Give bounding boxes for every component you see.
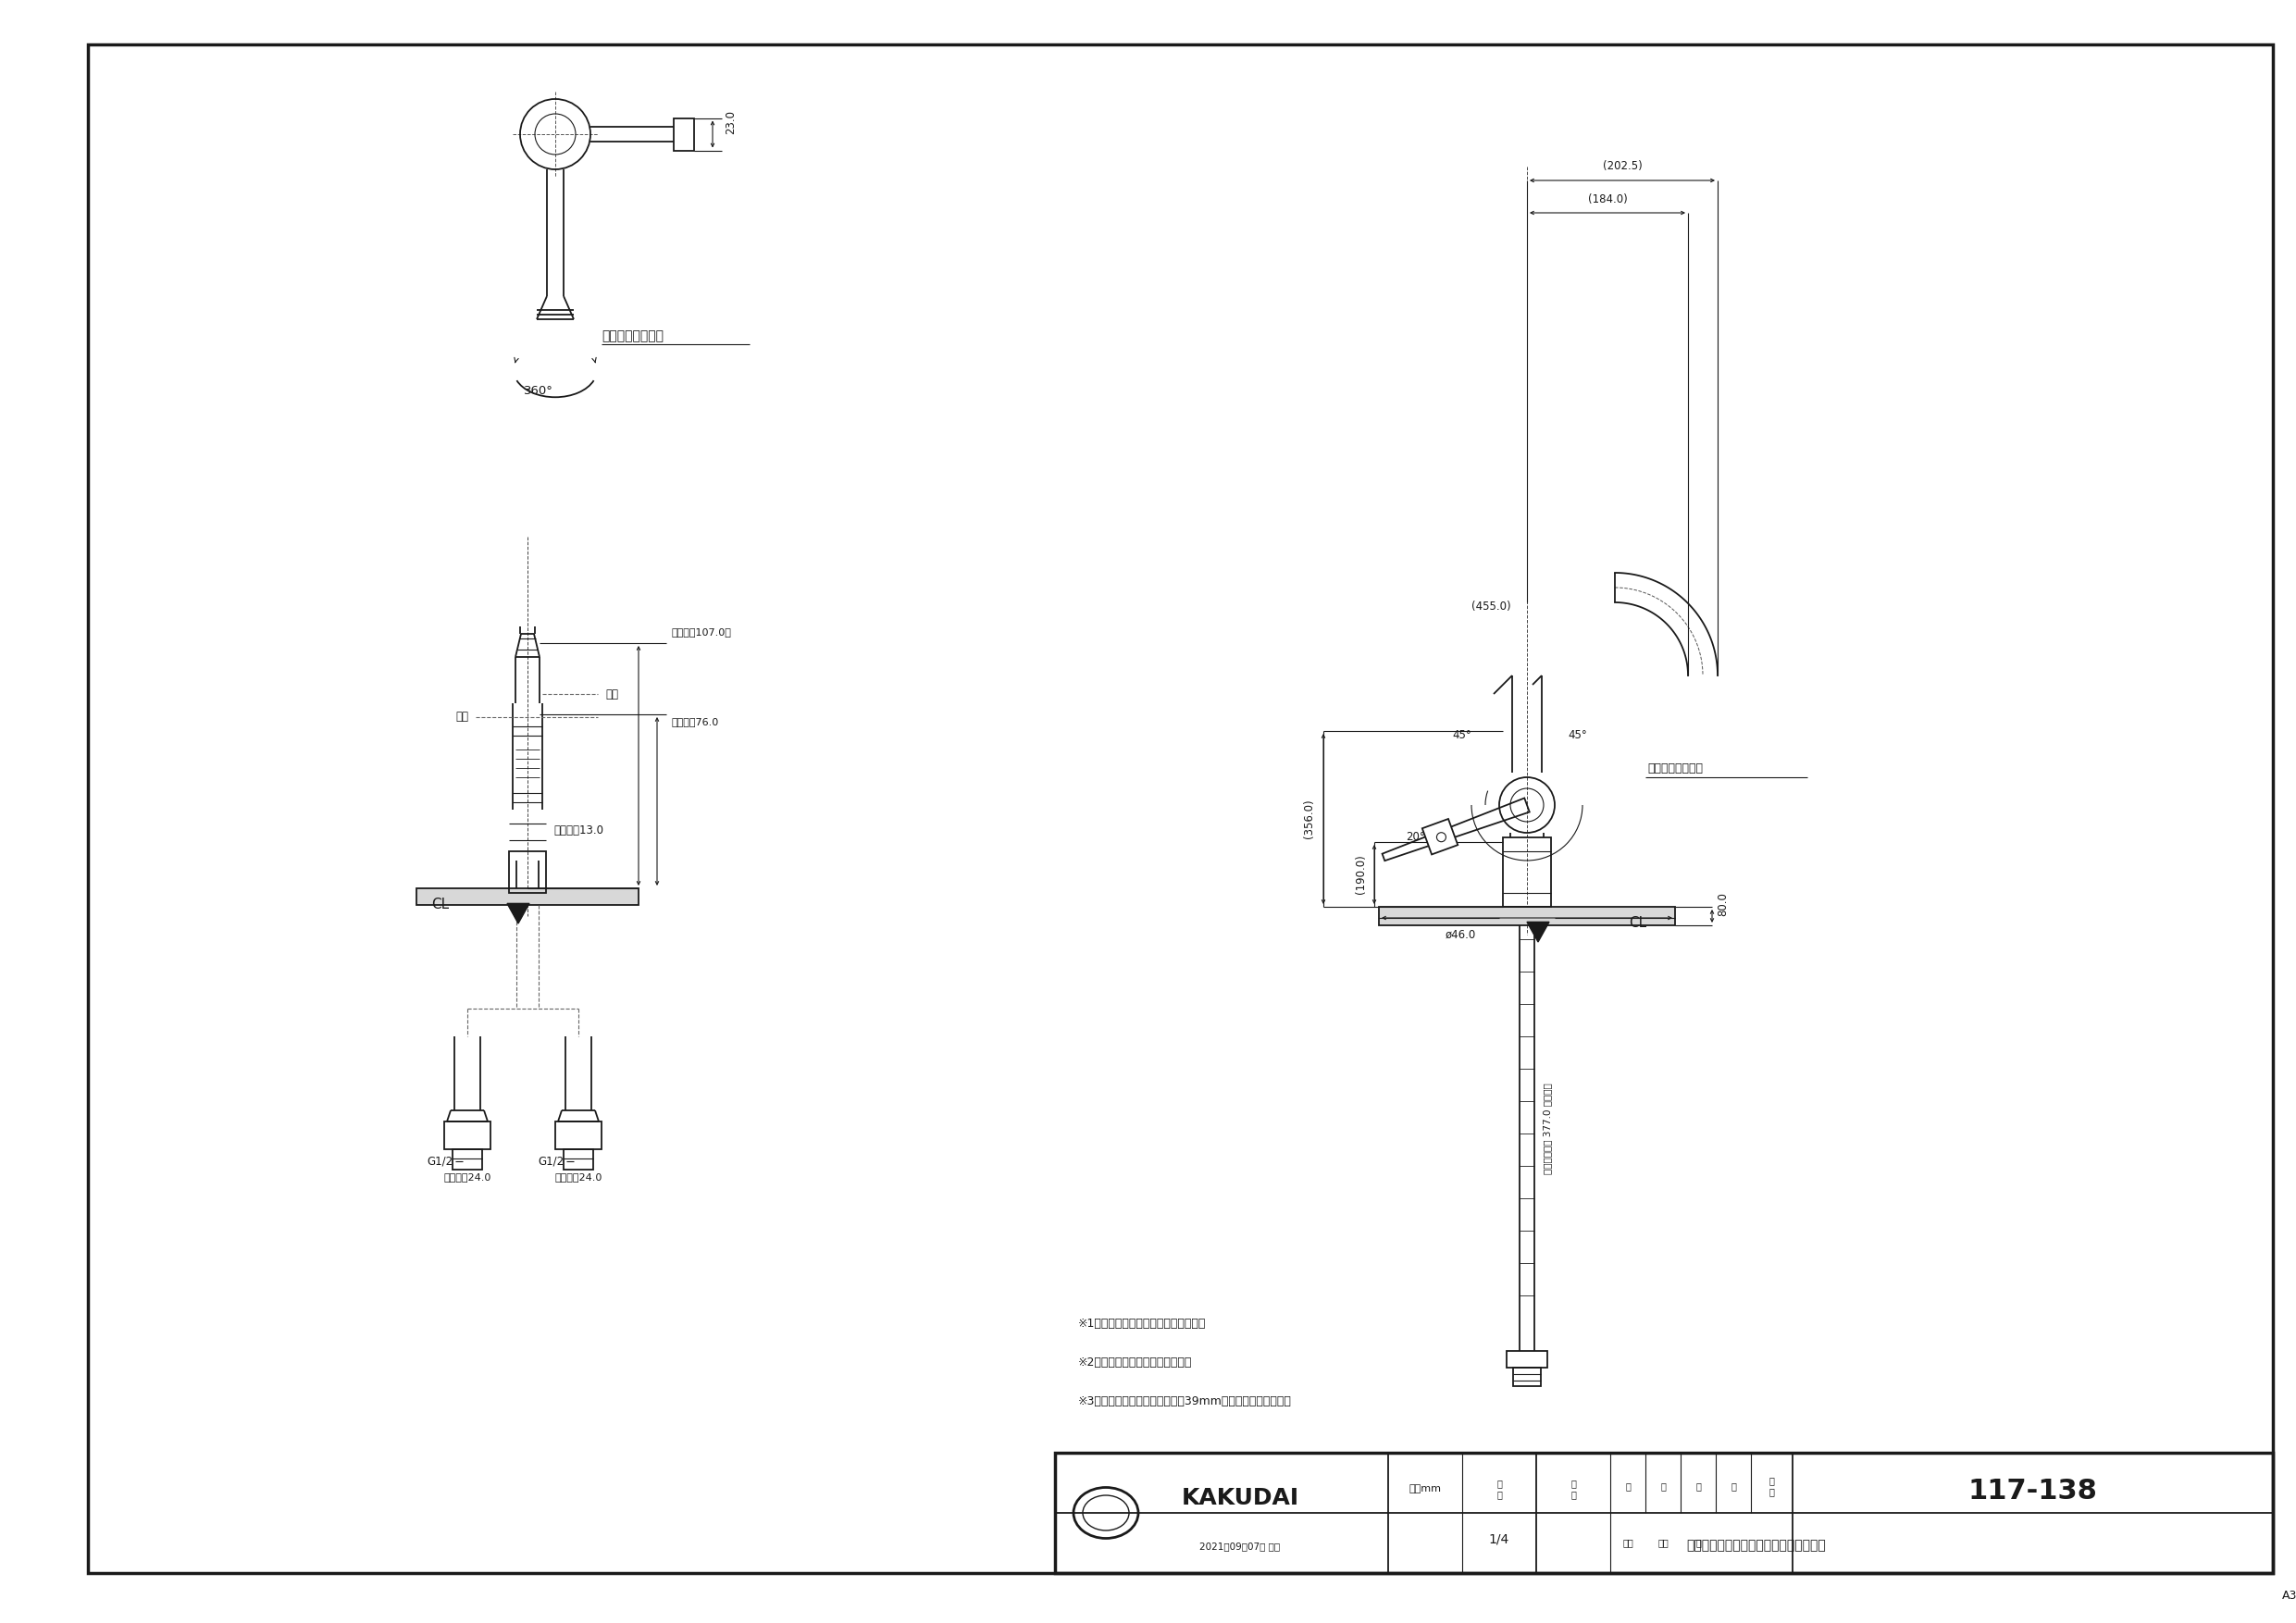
Bar [1054, 1453, 2273, 1573]
Text: 六角対辺24.0: 六角対辺24.0 [443, 1172, 491, 1182]
Text: 2021年09月07日 作成: 2021年09月07日 作成 [1201, 1542, 1281, 1552]
Text: 360°: 360° [523, 385, 553, 396]
Text: 止水: 止水 [455, 711, 468, 724]
Bar [556, 1121, 602, 1149]
Text: 図: 図 [1660, 1482, 1665, 1492]
Text: （取付穴上り 377.0 直管部）: （取付穴上り 377.0 直管部） [1543, 1083, 1552, 1175]
Bar [510, 852, 546, 893]
Bar [416, 888, 638, 906]
Text: ※3　ブレードホースは曲げ半兤39mm以上を確保すること。: ※3 ブレードホースは曲げ半兤39mm以上を確保すること。 [1079, 1394, 1293, 1407]
Text: (356.0): (356.0) [1304, 799, 1316, 839]
Text: 1/4: 1/4 [1488, 1532, 1508, 1545]
Bar [673, 118, 693, 151]
Text: シングルレバー混合栓（シャワーつき）: シングルレバー混合栓（シャワーつき） [1688, 1539, 1825, 1552]
Bar [443, 1121, 491, 1149]
Text: 承: 承 [1731, 1482, 1736, 1492]
Text: G1/2: G1/2 [427, 1156, 455, 1167]
Text: 単位mm: 単位mm [1410, 1483, 1442, 1493]
Text: (455.0): (455.0) [1472, 601, 1511, 612]
Bar [452, 1149, 482, 1170]
Text: KAKUDAI: KAKUDAI [1180, 1487, 1300, 1509]
Text: G1/2: G1/2 [540, 1156, 565, 1167]
Text: 20°: 20° [1407, 831, 1426, 844]
Bar [1504, 837, 1552, 907]
Text: 寒川: 寒川 [1658, 1539, 1669, 1548]
Text: 止水時　76.0: 止水時 76.0 [670, 717, 719, 727]
Text: 岩藤: 岩藤 [1623, 1539, 1632, 1548]
Text: 検: 検 [1694, 1482, 1701, 1492]
Text: 117-138: 117-138 [1968, 1479, 2099, 1505]
Text: 尺
度: 尺 度 [1497, 1479, 1502, 1498]
Text: 祝: 祝 [1694, 1539, 1701, 1548]
Text: (190.0): (190.0) [1355, 855, 1366, 894]
Bar [1506, 1350, 1548, 1368]
Text: 45°: 45° [1453, 730, 1472, 742]
Text: (202.5): (202.5) [1603, 161, 1642, 172]
Text: ※1　（　）内寸法は参考寸法である。: ※1 （ ）内寸法は参考寸法である。 [1079, 1318, 1205, 1329]
Text: ハンドル回転角度: ハンドル回転角度 [1646, 761, 1704, 774]
Text: (184.0): (184.0) [1589, 193, 1628, 204]
Text: 品
番: 品 番 [1768, 1477, 1775, 1496]
Text: スパウト回転角度: スパウト回転角度 [602, 329, 664, 342]
Text: 六角対辺13.0: 六角対辺13.0 [553, 824, 604, 836]
Text: 製: 製 [1626, 1482, 1630, 1492]
Bar [1380, 907, 1676, 925]
Text: ø46.0: ø46.0 [1444, 928, 1476, 941]
Text: （全開時107.0）: （全開時107.0） [670, 628, 730, 636]
Polygon shape [1421, 820, 1458, 854]
Text: 23.0: 23.0 [726, 110, 737, 135]
Text: 六角対辺24.0: 六角対辺24.0 [556, 1172, 602, 1182]
Polygon shape [1527, 922, 1550, 941]
Text: 品
番: 品 番 [1570, 1479, 1575, 1498]
Bar [563, 1149, 592, 1170]
Text: 45°: 45° [1568, 730, 1587, 742]
Text: A3: A3 [2282, 1589, 2296, 1602]
Text: CL: CL [432, 898, 448, 912]
Polygon shape [507, 904, 530, 923]
Text: 80.0: 80.0 [1717, 893, 1729, 915]
Text: ※2　止水栓を必ず設置すること。: ※2 止水栓を必ず設置すること。 [1079, 1357, 1192, 1368]
Text: CL: CL [1628, 917, 1646, 930]
Bar [1513, 1368, 1541, 1386]
Text: 吐水: 吐水 [606, 688, 618, 700]
